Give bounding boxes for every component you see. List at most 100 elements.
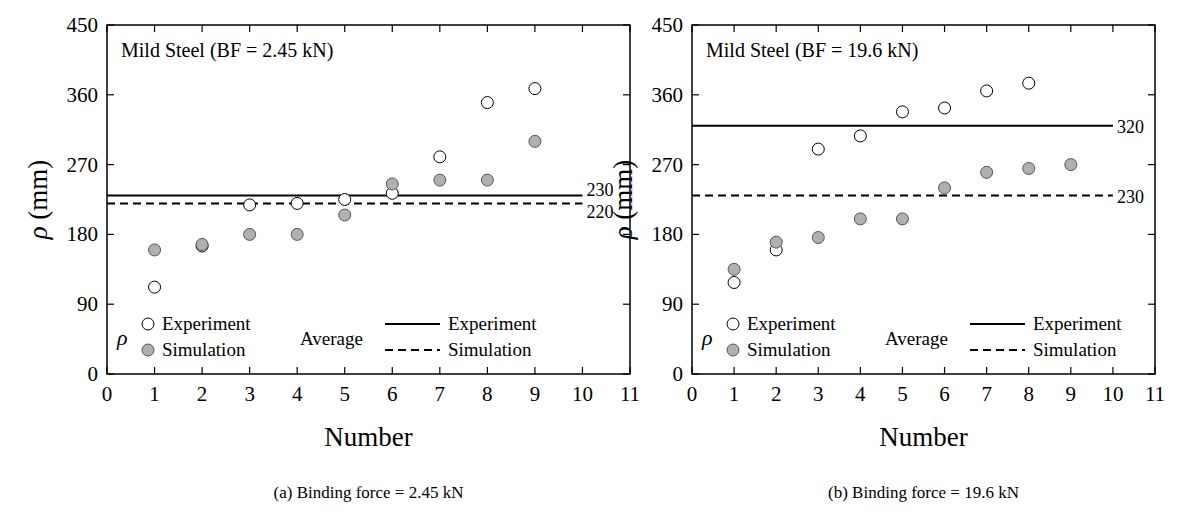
y-tick bbox=[107, 164, 114, 165]
legend: ρExperimentSimulationAverageExperimentSi… bbox=[116, 313, 537, 360]
legend-line bbox=[385, 349, 440, 351]
y-tick bbox=[623, 94, 630, 95]
x-tick bbox=[1070, 25, 1071, 32]
data-point bbox=[196, 238, 208, 250]
marks bbox=[107, 83, 582, 294]
data-point bbox=[434, 151, 446, 163]
x-tick-label: 3 bbox=[813, 382, 824, 406]
x-tick bbox=[1154, 367, 1155, 374]
x-tick bbox=[534, 367, 535, 374]
data-point bbox=[812, 232, 824, 244]
x-tick bbox=[902, 367, 903, 374]
y-tick bbox=[1148, 234, 1155, 235]
data-point bbox=[770, 236, 782, 248]
y-label-unit: (mm) bbox=[23, 160, 53, 227]
x-tick-label: 6 bbox=[939, 382, 950, 406]
x-tick bbox=[986, 25, 987, 32]
x-tick bbox=[860, 25, 861, 32]
data-point bbox=[854, 213, 866, 225]
x-tick bbox=[439, 25, 440, 32]
x-tick bbox=[944, 367, 945, 374]
x-tick bbox=[297, 25, 298, 32]
average-label: 320 bbox=[1117, 117, 1144, 137]
data-point bbox=[981, 85, 993, 97]
x-tick bbox=[487, 367, 488, 374]
caption: (a) Binding force = 2.45 kN bbox=[274, 483, 464, 502]
chart-title: Mild Steel (BF = 2.45 kN) bbox=[121, 39, 333, 62]
x-tick-label: 2 bbox=[771, 382, 782, 406]
y-tick bbox=[1148, 94, 1155, 95]
x-tick-label: 11 bbox=[620, 382, 640, 406]
x-tick bbox=[776, 367, 777, 374]
y-tick bbox=[107, 94, 114, 95]
x-tick bbox=[249, 25, 250, 32]
x-tick bbox=[776, 25, 777, 32]
legend-label: Experiment bbox=[747, 313, 836, 334]
x-tick bbox=[487, 25, 488, 32]
x-tick-label: 10 bbox=[1102, 382, 1123, 406]
data-point bbox=[386, 178, 398, 190]
y-tick bbox=[1148, 304, 1155, 305]
average-line bbox=[692, 195, 1113, 197]
x-tick-label: 8 bbox=[482, 382, 493, 406]
x-tick bbox=[297, 367, 298, 374]
legend-label: Experiment bbox=[448, 313, 537, 334]
data-point bbox=[812, 143, 824, 155]
x-tick-label: 10 bbox=[572, 382, 593, 406]
data-point bbox=[981, 166, 993, 178]
legend-label: Experiment bbox=[162, 313, 251, 334]
y-tick bbox=[692, 164, 699, 165]
data-point bbox=[939, 102, 951, 114]
chart-title: Mild Steel (BF = 19.6 kN) bbox=[706, 39, 918, 62]
legend-marker bbox=[142, 318, 154, 330]
x-axis-label: Number bbox=[324, 422, 412, 452]
legend: ρExperimentSimulationAverageExperimentSi… bbox=[701, 313, 1122, 360]
x-tick bbox=[534, 25, 535, 32]
y-tick bbox=[107, 304, 114, 305]
x-tick bbox=[106, 367, 107, 374]
data-point bbox=[244, 199, 256, 211]
y-tick bbox=[623, 373, 630, 374]
data-point bbox=[434, 174, 446, 186]
y-tick-label: 90 bbox=[662, 292, 683, 316]
y-tick-label: 450 bbox=[652, 13, 684, 37]
x-tick-label: 2 bbox=[197, 382, 208, 406]
data-point bbox=[896, 213, 908, 225]
y-tick-label: 360 bbox=[67, 83, 99, 107]
x-tick-label: 5 bbox=[897, 382, 908, 406]
x-tick bbox=[106, 25, 107, 32]
data-point bbox=[149, 281, 161, 293]
legend-label: Simulation bbox=[1033, 339, 1117, 360]
x-tick bbox=[860, 367, 861, 374]
legend-label: Simulation bbox=[448, 339, 532, 360]
x-tick-label: 1 bbox=[729, 382, 740, 406]
x-tick-label: 3 bbox=[244, 382, 255, 406]
y-tick bbox=[107, 24, 114, 25]
x-tick bbox=[902, 25, 903, 32]
y-tick bbox=[692, 304, 699, 305]
y-tick bbox=[623, 304, 630, 305]
data-point bbox=[1023, 77, 1035, 89]
marks bbox=[692, 77, 1113, 288]
y-axis-label: ρ (mm) bbox=[608, 160, 638, 241]
y-tick bbox=[692, 234, 699, 235]
x-tick bbox=[1028, 367, 1029, 374]
y-tick-label: 90 bbox=[77, 292, 98, 316]
x-tick bbox=[629, 25, 630, 32]
y-tick bbox=[1148, 164, 1155, 165]
data-point bbox=[529, 83, 541, 95]
average-label: 230 bbox=[1117, 187, 1144, 207]
data-point bbox=[149, 244, 161, 256]
y-tick-label: 270 bbox=[67, 153, 99, 177]
x-tick bbox=[944, 25, 945, 32]
x-tick-label: 4 bbox=[855, 382, 866, 406]
x-tick bbox=[201, 25, 202, 32]
data-point bbox=[481, 174, 493, 186]
x-tick bbox=[154, 25, 155, 32]
x-tick-label: 0 bbox=[102, 382, 113, 406]
data-point bbox=[481, 97, 493, 109]
data-point bbox=[896, 106, 908, 118]
y-tick bbox=[1148, 373, 1155, 374]
x-tick-label: 0 bbox=[687, 382, 698, 406]
data-point bbox=[728, 276, 740, 288]
